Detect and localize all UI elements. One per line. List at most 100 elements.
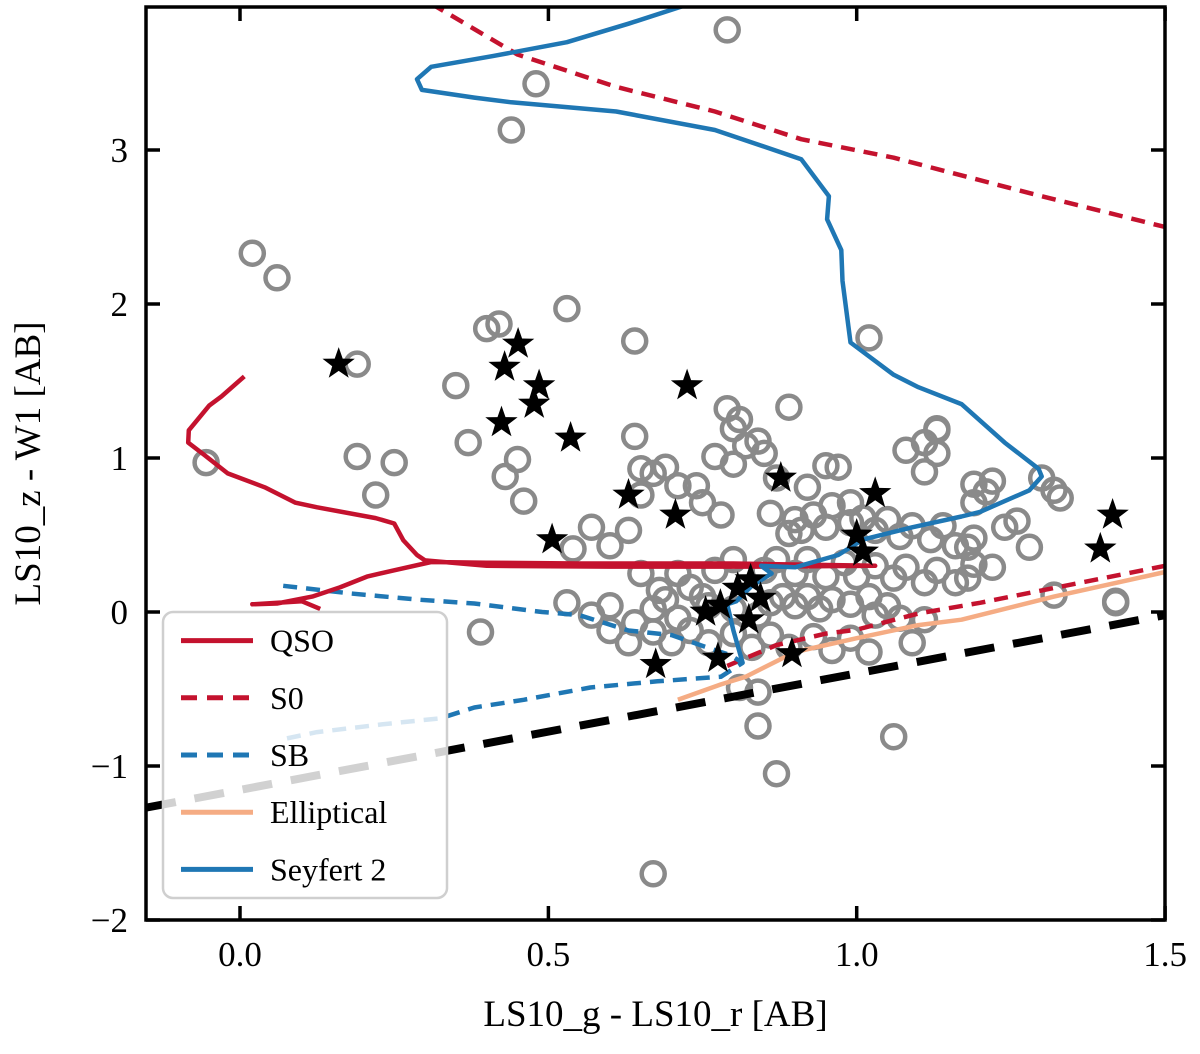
starred-point <box>701 641 735 672</box>
starred-point <box>764 461 797 492</box>
legend-entry-qso: QSO <box>181 623 334 659</box>
y-tick-label: 0 <box>111 593 129 632</box>
source-point <box>929 512 957 540</box>
source-point <box>263 264 291 292</box>
source-point <box>559 535 587 563</box>
source-point <box>596 592 624 620</box>
starred-point <box>554 421 587 452</box>
source-point <box>713 16 741 44</box>
y-tick-label: −1 <box>91 747 128 786</box>
source-point <box>614 516 643 545</box>
starred-point <box>485 405 518 437</box>
source-point <box>472 314 501 343</box>
legend-entry-seyfert-2: Seyfert 2 <box>181 851 386 887</box>
legend-label: S0 <box>270 680 304 716</box>
source-point <box>361 481 390 509</box>
starred-point <box>734 562 767 594</box>
source-point <box>1015 533 1044 562</box>
source-point <box>898 629 926 657</box>
source-point <box>953 533 982 562</box>
source-point <box>892 553 920 582</box>
track-elliptical <box>677 569 1165 702</box>
legend-label: QSO <box>270 623 334 659</box>
star-points <box>322 327 1129 679</box>
legend-label: Seyfert 2 <box>270 851 386 887</box>
source-point <box>497 116 526 144</box>
source-point <box>941 568 970 597</box>
source-point <box>762 545 791 574</box>
source-point <box>639 860 667 888</box>
legend: QSO S0 SB Elliptical Seyfert 2 <box>161 610 449 900</box>
source-point <box>818 585 846 614</box>
source-point <box>380 448 408 477</box>
x-tick-label: 1.5 <box>1143 935 1187 974</box>
legend-entry-sb: SB <box>181 737 309 773</box>
source-point <box>824 453 852 481</box>
starred-point <box>639 647 672 679</box>
source-point <box>553 589 581 617</box>
source-point <box>491 462 519 491</box>
source-point <box>577 513 606 542</box>
starred-point <box>859 476 892 508</box>
starred-point <box>535 522 569 554</box>
track-s0 <box>432 7 1165 668</box>
source-point <box>343 442 371 471</box>
source-point <box>978 553 1007 582</box>
source-point <box>466 618 495 646</box>
source-point <box>818 636 846 665</box>
starred-point <box>732 602 765 634</box>
source-point <box>953 564 982 592</box>
x-tick-label: 0.5 <box>527 935 571 974</box>
source-point <box>1101 589 1130 617</box>
source-point <box>676 616 704 645</box>
legend-label: Elliptical <box>270 794 387 830</box>
source-point <box>707 501 735 529</box>
starred-point <box>1084 531 1117 563</box>
track-seyfert-2 <box>414 7 1044 664</box>
source-point <box>960 550 988 579</box>
starred-point <box>721 571 754 602</box>
starred-point <box>840 518 873 549</box>
source-point <box>775 519 803 548</box>
legend-entry-elliptical: Elliptical <box>181 794 387 830</box>
source-point <box>923 416 951 445</box>
y-tick-label: 1 <box>111 439 129 478</box>
y-axis-label: LS10_z - W1 [AB] <box>8 322 49 606</box>
source-point <box>620 327 649 355</box>
source-point <box>657 629 686 657</box>
source-point <box>855 324 883 352</box>
source-point <box>651 585 680 614</box>
x-tick-label: 0.0 <box>218 935 262 974</box>
source-point <box>750 439 778 468</box>
legend-label: SB <box>270 737 309 773</box>
source-point <box>812 451 840 480</box>
axes-frame <box>144 5 1167 922</box>
source-point <box>1046 484 1074 512</box>
source-point <box>941 532 970 560</box>
tick-labels: 0.0 0.5 1.0 1.5 3 2 1 0 −1 −2 <box>91 131 1187 974</box>
starred-point <box>502 327 535 358</box>
starred-point <box>522 368 556 400</box>
starred-point <box>659 498 692 529</box>
source-point <box>238 239 267 267</box>
y-tick-label: −2 <box>91 901 128 940</box>
source-point <box>793 473 822 502</box>
source-point <box>442 371 470 400</box>
legend-entry-s0: S0 <box>181 680 304 716</box>
source-point <box>522 70 550 98</box>
legend-box <box>161 610 449 900</box>
starred-point <box>704 588 737 619</box>
source-point <box>719 545 748 574</box>
source-point <box>855 638 883 666</box>
source-point <box>596 616 624 645</box>
starred-point <box>1096 498 1129 529</box>
track-qso <box>185 374 878 611</box>
source-point <box>596 532 624 560</box>
source-point <box>910 605 939 634</box>
source-point <box>990 513 1019 542</box>
source-point <box>639 459 667 488</box>
y-tick-label: 3 <box>111 131 129 170</box>
starred-point <box>518 387 551 418</box>
